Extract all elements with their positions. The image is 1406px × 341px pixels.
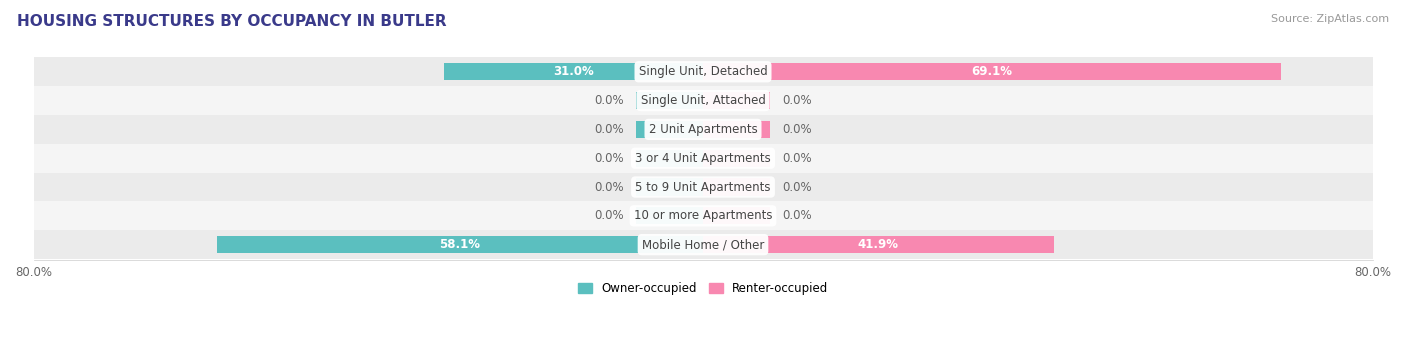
- Bar: [703, 92, 770, 109]
- Bar: [34, 86, 1372, 115]
- Bar: [703, 207, 770, 224]
- Text: 3 or 4 Unit Apartments: 3 or 4 Unit Apartments: [636, 152, 770, 165]
- Text: Source: ZipAtlas.com: Source: ZipAtlas.com: [1271, 14, 1389, 24]
- Text: 2 Unit Apartments: 2 Unit Apartments: [648, 123, 758, 136]
- Bar: [703, 121, 770, 138]
- Text: 0.0%: 0.0%: [783, 123, 813, 136]
- Bar: [34, 173, 1372, 202]
- Text: 69.1%: 69.1%: [972, 65, 1012, 78]
- Bar: [443, 63, 703, 80]
- Bar: [703, 63, 1281, 80]
- Bar: [636, 207, 703, 224]
- Bar: [636, 150, 703, 167]
- Bar: [703, 150, 770, 167]
- Text: 0.0%: 0.0%: [593, 152, 623, 165]
- Text: 5 to 9 Unit Apartments: 5 to 9 Unit Apartments: [636, 180, 770, 194]
- Bar: [636, 121, 703, 138]
- Legend: Owner-occupied, Renter-occupied: Owner-occupied, Renter-occupied: [572, 277, 834, 300]
- Text: 0.0%: 0.0%: [783, 180, 813, 194]
- Bar: [703, 236, 1053, 253]
- Bar: [34, 230, 1372, 259]
- Bar: [34, 57, 1372, 86]
- Bar: [217, 236, 703, 253]
- Bar: [636, 92, 703, 109]
- Text: 0.0%: 0.0%: [783, 94, 813, 107]
- Text: 10 or more Apartments: 10 or more Apartments: [634, 209, 772, 222]
- Text: 0.0%: 0.0%: [593, 94, 623, 107]
- Text: 31.0%: 31.0%: [553, 65, 593, 78]
- Text: 0.0%: 0.0%: [593, 180, 623, 194]
- Bar: [703, 178, 770, 196]
- Bar: [34, 144, 1372, 173]
- Text: 0.0%: 0.0%: [593, 209, 623, 222]
- Text: Single Unit, Detached: Single Unit, Detached: [638, 65, 768, 78]
- Bar: [34, 115, 1372, 144]
- Text: 0.0%: 0.0%: [783, 209, 813, 222]
- Text: 0.0%: 0.0%: [783, 152, 813, 165]
- Text: Single Unit, Attached: Single Unit, Attached: [641, 94, 765, 107]
- Text: HOUSING STRUCTURES BY OCCUPANCY IN BUTLER: HOUSING STRUCTURES BY OCCUPANCY IN BUTLE…: [17, 14, 447, 29]
- Bar: [34, 202, 1372, 230]
- Text: 58.1%: 58.1%: [440, 238, 481, 251]
- Text: 41.9%: 41.9%: [858, 238, 898, 251]
- Text: 0.0%: 0.0%: [593, 123, 623, 136]
- Text: Mobile Home / Other: Mobile Home / Other: [641, 238, 765, 251]
- Bar: [636, 178, 703, 196]
